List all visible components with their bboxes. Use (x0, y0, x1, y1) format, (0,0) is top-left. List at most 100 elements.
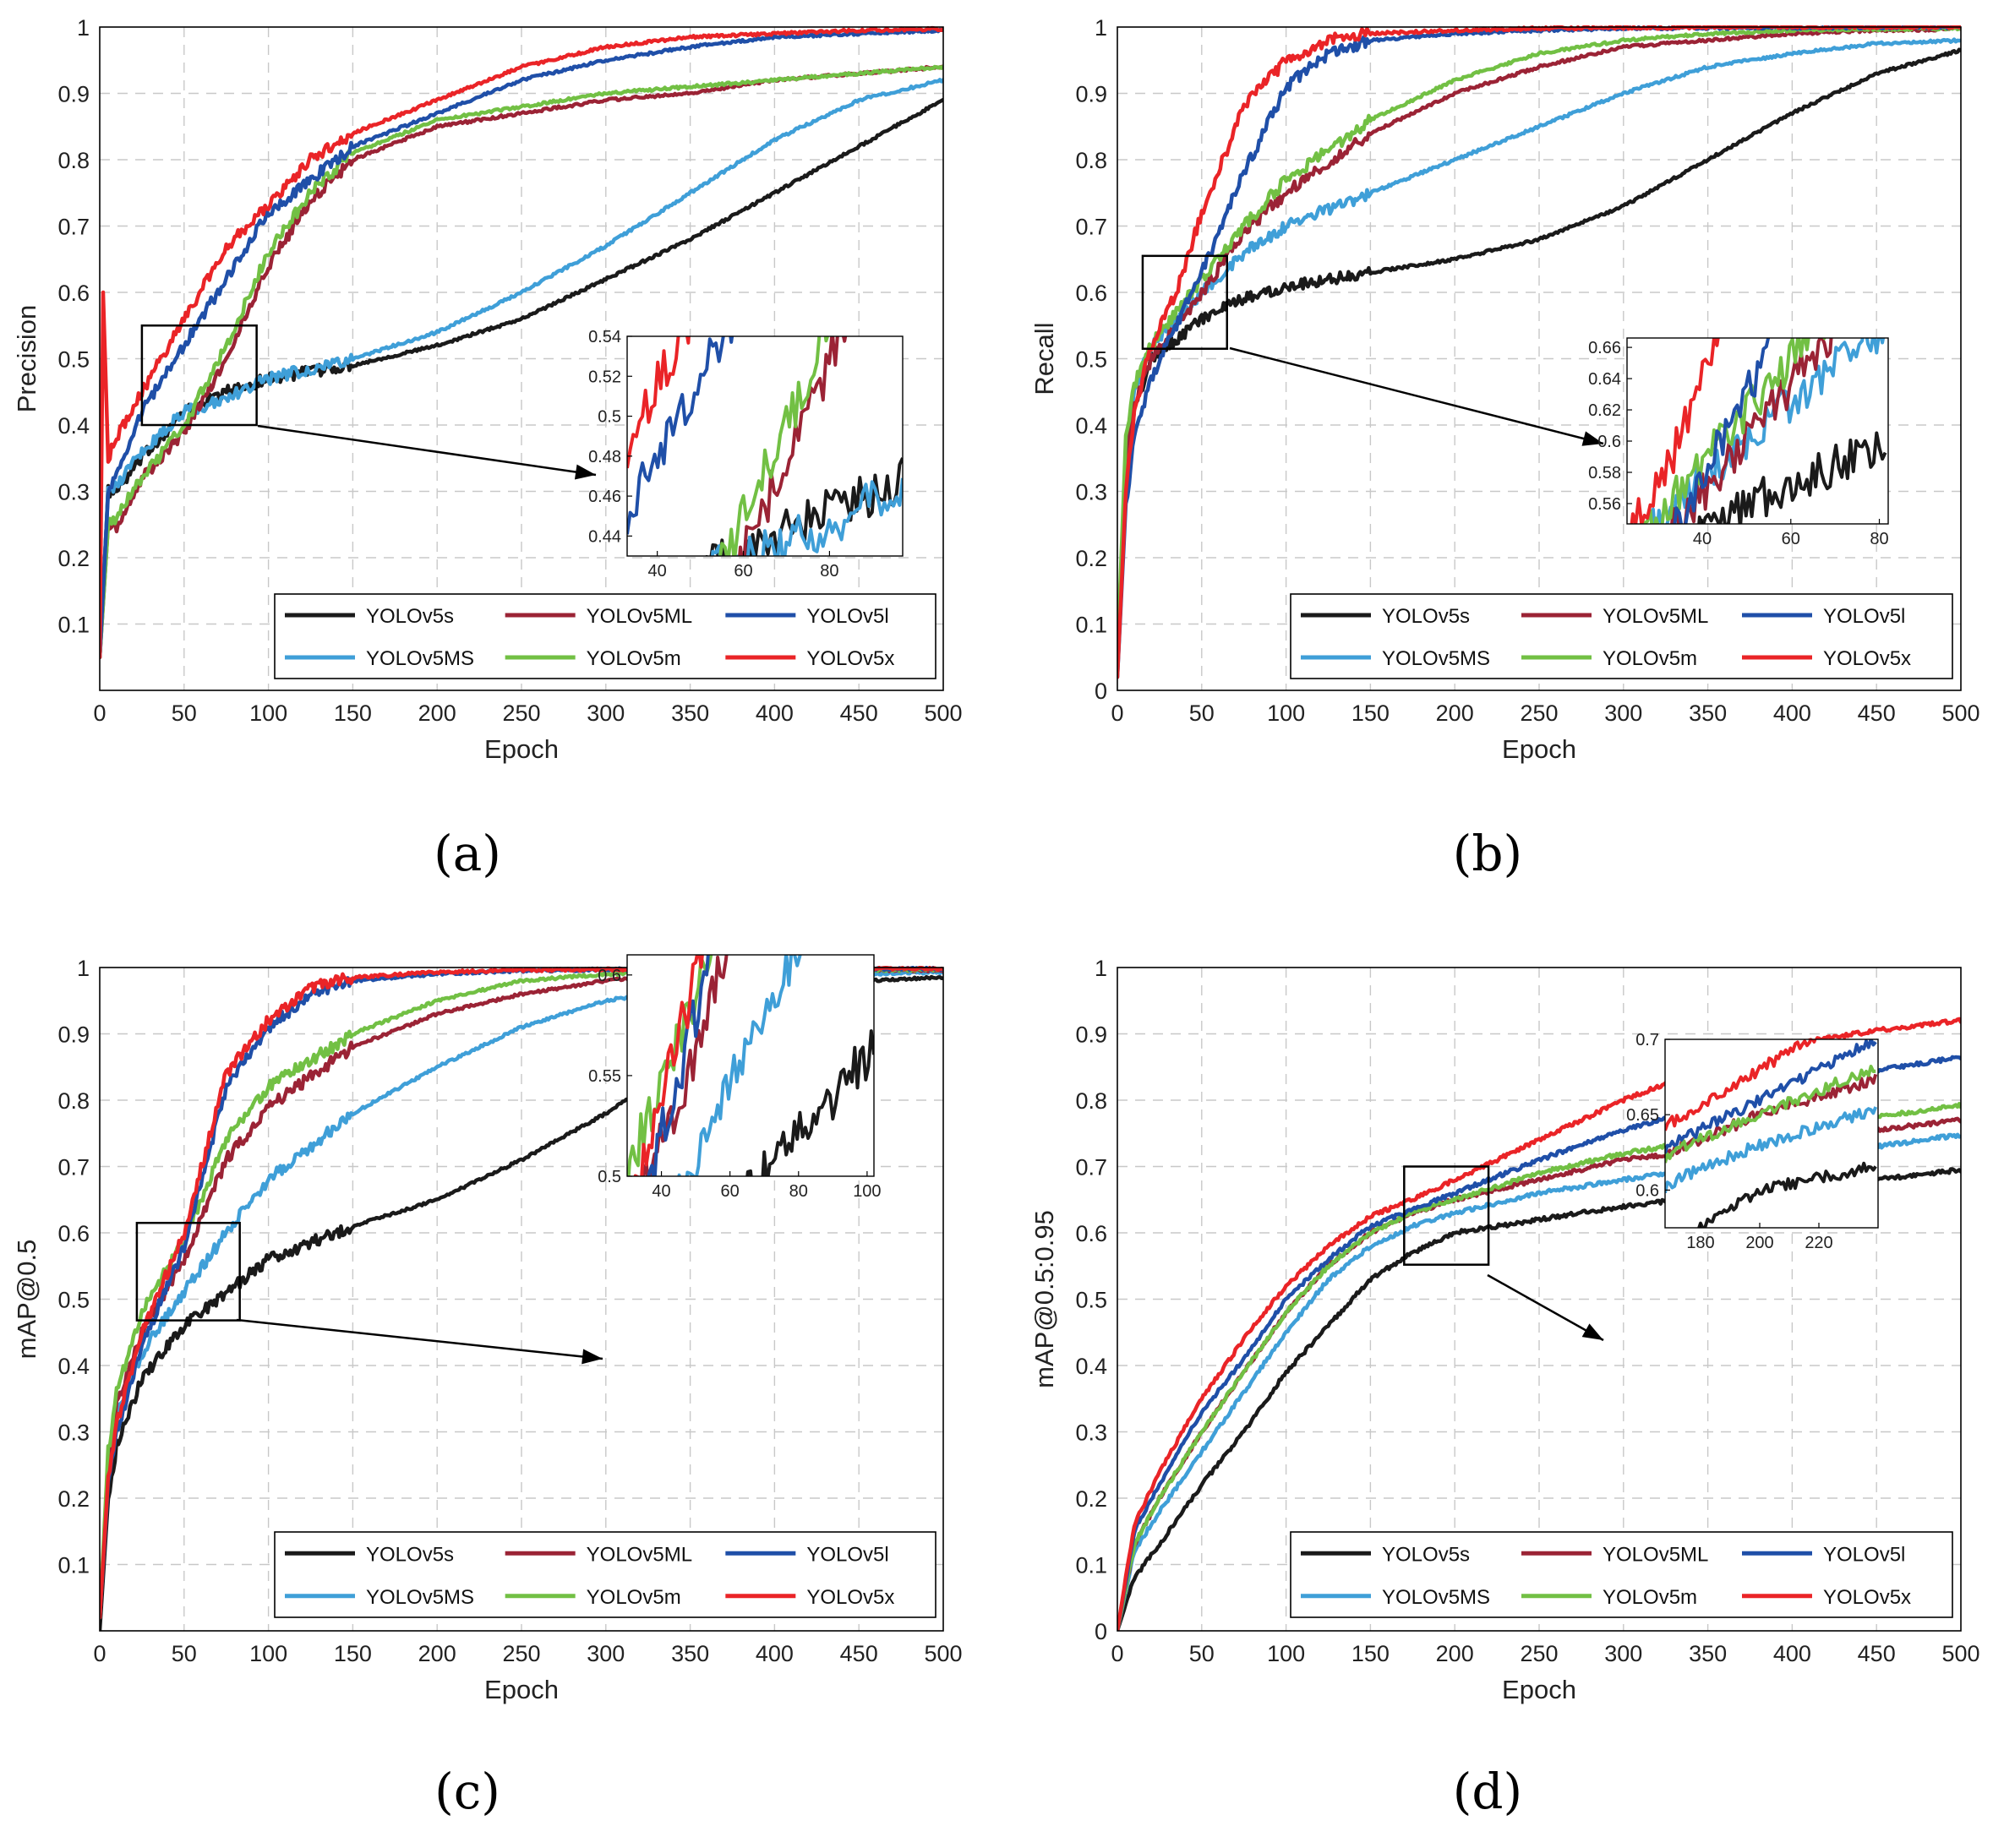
inset-y-tick-label: 0.58 (1588, 464, 1621, 482)
y-tick-label: 0.4 (57, 413, 90, 439)
x-tick-label: 500 (1941, 1641, 1979, 1666)
y-tick-label: 0.6 (57, 281, 90, 306)
x-axis-label: Epoch (1502, 1675, 1576, 1704)
y-axis-label: Precision (12, 305, 41, 413)
x-tick-label: 150 (1351, 1641, 1390, 1666)
y-tick-label: 0 (1095, 679, 1107, 704)
x-tick-label: 500 (924, 700, 962, 726)
x-tick-label: 100 (249, 700, 287, 726)
x-tick-label: 200 (1436, 700, 1474, 726)
legend-label-yolov5m: YOLOv5m (587, 647, 681, 670)
x-tick-label: 450 (1858, 1641, 1896, 1666)
x-tick-label: 350 (671, 700, 709, 726)
series-line-yolov5x (100, 25, 943, 660)
y-tick-label: 0.5 (57, 347, 90, 373)
legend-label-yolov5ml: YOLOv5ML (1603, 1543, 1708, 1566)
inset-frame (1626, 337, 1889, 525)
zoom-box (1403, 1165, 1490, 1266)
inset-y-tick-label: 0.46 (588, 488, 621, 506)
inset-y-tick-label: 0.54 (588, 328, 621, 346)
legend-box (274, 593, 936, 679)
y-tick-label: 0.4 (1075, 413, 1107, 439)
legend-label-yolov5ms: YOLOv5MS (366, 647, 474, 670)
inset-x-tick-label: 60 (1782, 530, 1800, 548)
legend: YOLOv5s YOLOv5ML YOLOv5l YOLOv5MS YOLOv5m YOL… (1290, 1531, 1953, 1618)
y-axis-label: mAP@0.5:0.95 (1029, 1210, 1059, 1388)
y-tick-label: 0.2 (1075, 1486, 1107, 1512)
inset-line-yolov5l (627, 336, 734, 535)
legend-label-yolov5ms: YOLOv5MS (1382, 647, 1490, 670)
inset-line-yolov5m (718, 336, 830, 556)
legend-label-yolov5m: YOLOv5m (587, 1586, 681, 1609)
y-tick-label: 0.8 (1075, 148, 1107, 173)
panel-4: 0 50 100 150 200 250 300 350 400 450 500 0 0.1 0.2 0.3… (1029, 956, 1980, 1820)
y-tick-label: 0.1 (57, 613, 90, 638)
y-tick-label: 0.6 (57, 1221, 90, 1246)
inset-line-yolov5m (1642, 338, 1826, 524)
inset-line-yolov5l (647, 955, 710, 1176)
x-tick-label: 400 (1773, 1641, 1811, 1666)
zoom-arrow (1487, 1273, 1604, 1342)
y-tick-label: 0.2 (57, 1486, 90, 1512)
legend-label-yolov5l: YOLOv5l (806, 605, 888, 628)
inset-x-tick-label: 80 (820, 562, 838, 581)
series-line-yolov5m (1117, 25, 1961, 660)
legend-label-yolov5s: YOLOv5s (366, 605, 454, 628)
legend-label-yolov5x: YOLOv5x (1823, 647, 1911, 670)
legend-label-yolov5l: YOLOv5l (1823, 605, 1905, 628)
inset-x-tick-label: 80 (1870, 530, 1888, 548)
y-axis-label: mAP@0.5 (12, 1240, 41, 1360)
x-tick-label: 450 (840, 700, 878, 726)
y-tick-label: 0.1 (1075, 613, 1107, 638)
panel-label: (b) (1453, 825, 1522, 882)
inset-line-yolov5l (1673, 338, 1771, 524)
x-tick-label: 400 (756, 1641, 794, 1666)
y-tick-label: 1 (77, 956, 90, 981)
x-tick-label: 300 (1604, 1641, 1642, 1666)
y-tick-label: 0.9 (1075, 82, 1107, 107)
x-tick-label: 450 (1858, 700, 1896, 726)
y-tick-label: 0.5 (1075, 1288, 1107, 1313)
legend: YOLOv5s YOLOv5ML YOLOv5l YOLOv5MS YOLOv5m YOL… (274, 1531, 936, 1618)
plot-frame (1117, 26, 1962, 691)
panel-3: 0 50 100 150 200 250 300 350 400 450 500 0.1 0.2 0.3 0… (12, 954, 963, 1820)
x-tick-label: 100 (249, 1641, 287, 1666)
x-tick-label: 150 (334, 1641, 372, 1666)
x-tick-label: 500 (1941, 700, 1979, 726)
x-tick-label: 300 (587, 1641, 625, 1666)
y-tick-label: 0.5 (57, 1288, 90, 1313)
series-line-yolov5ms (100, 78, 943, 660)
x-tick-label: 300 (587, 700, 625, 726)
inset-x-tick-label: 180 (1686, 1234, 1714, 1252)
y-tick-label: 0.9 (1075, 1022, 1107, 1048)
series-line-yolov5x (1117, 25, 1961, 679)
x-axis-label: Epoch (484, 734, 559, 764)
inset-line-yolov5s (745, 1029, 874, 1176)
inset-line-yolov5ms (677, 955, 802, 1176)
x-tick-label: 400 (1773, 700, 1811, 726)
x-tick-label: 0 (93, 700, 106, 726)
inset-y-tick-label: 0.62 (1588, 401, 1621, 420)
panel-1: 0 50 100 150 200 250 300 350 400 450 500 0.1 0.2 0.3 0… (12, 15, 963, 882)
y-tick-label: 0.8 (1075, 1088, 1107, 1114)
arrow-head (582, 1349, 603, 1365)
inset-y-tick-label: 0.5 (598, 1168, 621, 1186)
legend-label-yolov5m: YOLOv5m (1603, 647, 1697, 670)
y-tick-label: 0.5 (1075, 347, 1107, 373)
inset-y-tick-label: 0.55 (588, 1067, 621, 1086)
y-tick-label: 1 (1095, 956, 1107, 981)
x-tick-label: 250 (502, 700, 540, 726)
inset-frame (1664, 1038, 1879, 1229)
x-tick-label: 200 (1436, 1641, 1474, 1666)
legend-label-yolov5s: YOLOv5s (1382, 605, 1470, 628)
y-axis-label: Recall (1029, 322, 1059, 395)
panel-label: (d) (1453, 1763, 1522, 1820)
inset-line-yolov5s (1697, 431, 1887, 524)
x-tick-label: 350 (671, 1641, 709, 1666)
inset-y-tick-label: 0.5 (598, 408, 621, 427)
zoom-box (1141, 254, 1228, 350)
arrow-head (1581, 1323, 1603, 1340)
series-line-yolov5m (100, 64, 943, 660)
inset-y-tick-label: 0.6 (1597, 433, 1621, 451)
y-tick-label: 0.7 (57, 215, 90, 240)
